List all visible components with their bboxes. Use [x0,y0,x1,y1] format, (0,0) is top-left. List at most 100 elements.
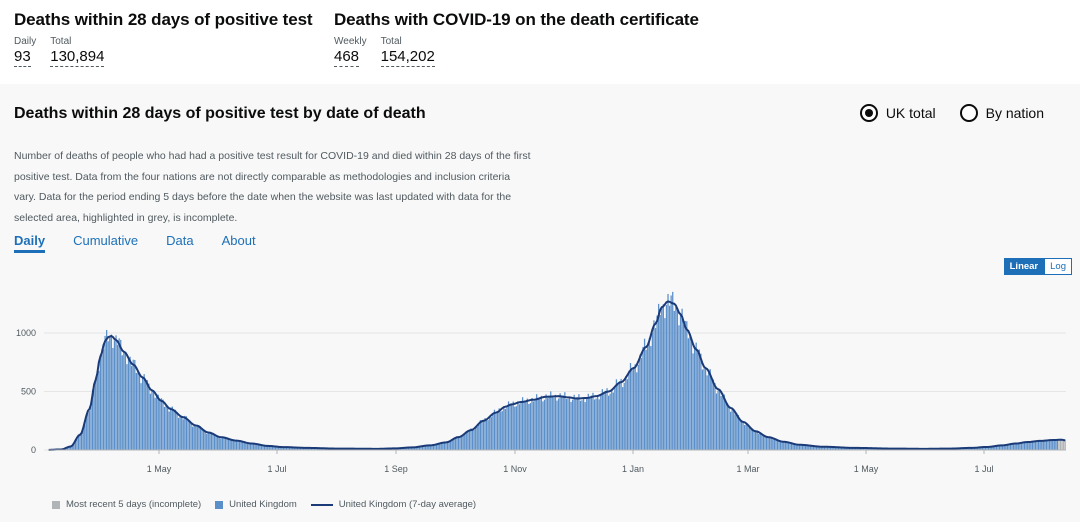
radio-unselected-icon[interactable] [959,104,978,122]
x-tick-label: 1 May [854,464,879,474]
chart-tabs: Daily Cumulative Data About [14,233,256,253]
bar [714,383,716,450]
tab-about[interactable]: About [221,233,256,248]
daily-value[interactable]: 93 [14,48,31,67]
scale-linear-button[interactable]: Linear [1003,258,1045,275]
bar [512,401,514,450]
bar [565,398,568,450]
bar [221,437,223,450]
total-value[interactable]: 154,202 [380,48,435,67]
bar [259,444,261,450]
x-tick-label: 1 Jul [267,464,286,474]
bar [93,386,95,450]
bar [296,447,299,450]
bar [604,390,607,450]
bar [465,431,467,450]
bar [276,446,278,450]
bar [639,354,641,450]
bar [104,335,106,450]
bar [470,428,472,450]
bar [745,423,747,450]
bar [235,440,238,450]
bar [479,420,482,450]
daily-label: Daily [14,36,37,47]
bar [98,370,100,450]
bar [975,447,977,450]
bar [279,446,281,450]
bar [554,394,557,450]
bar [493,409,496,450]
radio-by-nation[interactable]: By nation [959,104,1044,122]
bar [245,442,247,450]
bar [981,447,983,450]
bar [725,402,727,450]
bar [750,427,752,450]
bar [454,437,456,450]
bar [476,426,478,450]
radio-selected-icon[interactable] [859,104,878,122]
bar [196,426,198,450]
bar [309,447,311,450]
bar [1025,442,1027,450]
bar [1055,439,1057,450]
bar [980,447,982,450]
bar [564,392,566,450]
bar [543,399,546,450]
bar [127,358,130,450]
bar [440,443,442,450]
bar [106,329,108,450]
bar [683,324,685,450]
bar [288,447,291,450]
bar [1034,441,1037,450]
bar [756,431,758,450]
bar [73,443,75,450]
tab-daily[interactable]: Daily [14,233,46,253]
bar [836,447,838,450]
bar [1058,439,1060,450]
total-value[interactable]: 130,894 [50,48,105,67]
bar [751,428,754,450]
bar [850,447,852,450]
bar [218,437,220,450]
bar [301,447,303,450]
bar [77,434,80,450]
bar [509,404,511,450]
bar [268,445,270,450]
bar [192,426,194,450]
bar [984,446,987,450]
bar [271,446,274,450]
bar [403,447,405,450]
weekly-value[interactable]: 468 [334,48,360,67]
bar [152,391,155,450]
tab-data[interactable]: Data [166,233,194,248]
bar [141,376,144,450]
bar [220,438,222,450]
bar [237,440,239,450]
tab-cumulative[interactable]: Cumulative [73,233,139,248]
bar [115,335,117,450]
bar [556,400,558,450]
bar [91,389,94,450]
bar [991,446,993,450]
radio-uk-total[interactable]: UK total [859,104,936,122]
bar [634,364,636,450]
bar [1061,439,1063,450]
bar [726,403,729,450]
bar [435,444,438,450]
bar [213,433,216,450]
bar [304,447,306,450]
scale-log-button[interactable]: Log [1044,258,1072,275]
bar [992,446,994,450]
bar [190,422,192,450]
bar [426,445,428,450]
bar [532,401,535,450]
bar [460,435,463,450]
bar [253,443,255,450]
bar [775,439,777,450]
bar [731,409,733,450]
bar [121,355,123,450]
y-tick-label: 1000 [16,328,36,338]
scale-toggle: Linear Log [1003,258,1072,275]
bar [748,427,750,450]
bar [143,374,145,450]
